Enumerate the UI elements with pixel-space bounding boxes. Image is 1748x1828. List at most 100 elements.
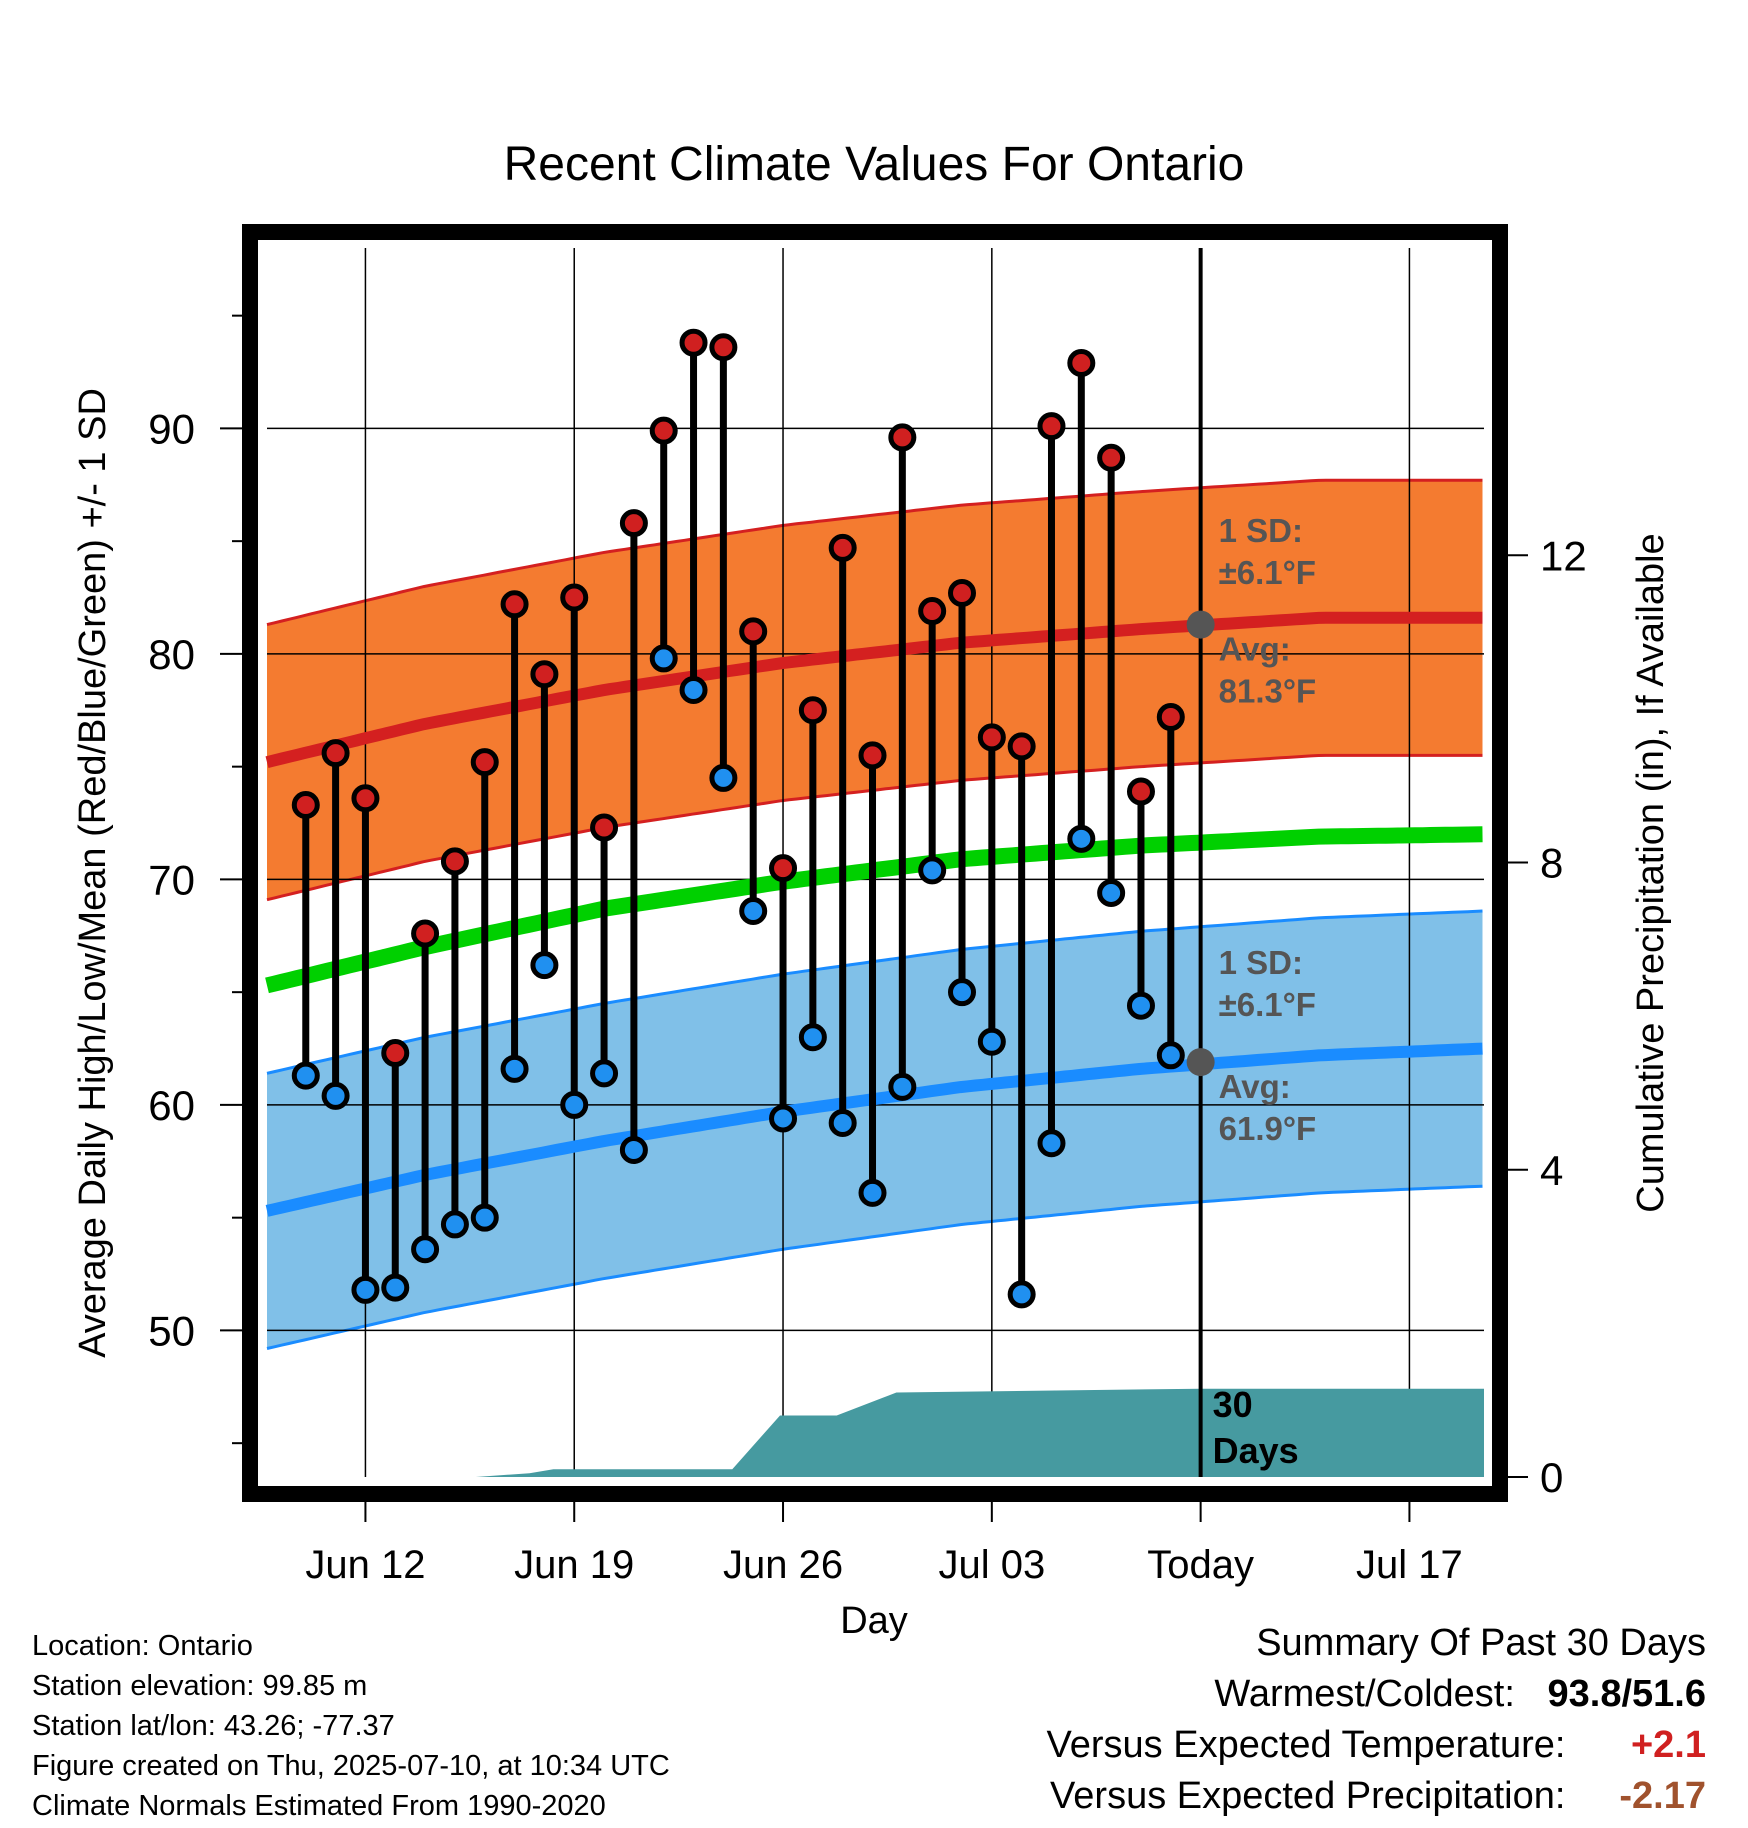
low-band-sd-value: ±6.1°F — [1219, 986, 1316, 1023]
daily-low-point — [769, 1104, 798, 1133]
daily-high-point — [798, 696, 827, 725]
daily-high-point — [381, 1039, 410, 1068]
daily-high-point — [1126, 777, 1155, 806]
created-text: Figure created on Thu, 2025-07-10, at 10… — [32, 1750, 670, 1782]
x-tick-label: Today — [1147, 1543, 1254, 1587]
y-tick-label: 60 — [148, 1082, 195, 1129]
daily-high-point — [351, 784, 380, 813]
warm-cold-label: Warmest/Coldest: — [1214, 1673, 1515, 1715]
x-tick-label: Jun 26 — [723, 1543, 843, 1587]
daily-low-point — [918, 856, 947, 885]
high-band-upper-edge — [266, 478, 1483, 627]
daily-high-point — [1097, 443, 1126, 472]
daily-low-point — [530, 951, 559, 980]
summary-precip: Versus Expected Precipitation: -2.17 — [1050, 1775, 1706, 1818]
daily-low-point — [560, 1090, 589, 1119]
x-axis-label: Day — [840, 1600, 908, 1642]
low-band-annotation: 1 SD: ±6.1°F Avg: 61.9°F — [1219, 944, 1317, 1147]
daily-high-point — [977, 723, 1006, 752]
daily-high-point — [1007, 732, 1036, 761]
latlon-text: Station lat/lon: 43.26; -77.37 — [32, 1710, 395, 1742]
days-window-label: 30 Days — [1213, 1384, 1299, 1471]
elevation-text: Station elevation: 99.85 m — [32, 1670, 368, 1702]
days-window-label-line: 30 — [1213, 1384, 1253, 1425]
y2-tick-label: 12 — [1540, 532, 1587, 579]
daily-low-point — [858, 1178, 887, 1207]
daily-high-point — [769, 854, 798, 883]
low-band-avg-value: 61.9°F — [1219, 1110, 1317, 1147]
x-tick-label: Jun 19 — [514, 1543, 634, 1587]
precip-area — [267, 1388, 1484, 1477]
high-band-today-marker — [1186, 610, 1215, 639]
daily-low-point — [1007, 1280, 1036, 1309]
y2-tick-label: 0 — [1540, 1454, 1563, 1501]
daily-high-point — [470, 748, 499, 777]
y2-tick-label: 8 — [1540, 840, 1563, 887]
summary-warm-cold: Warmest/Coldest: 93.8/51.6 — [1214, 1673, 1706, 1715]
summary-title: Summary Of Past 30 Days — [1256, 1622, 1706, 1664]
daily-high-point — [709, 333, 738, 362]
daily-high-point — [1037, 412, 1066, 441]
daily-low-point — [470, 1203, 499, 1232]
y-tick-label: 90 — [148, 405, 195, 452]
low-band-lower-edge — [266, 1184, 1483, 1350]
y2-axis-label: Cumulative Precipitation (in), If Availa… — [1630, 533, 1672, 1212]
high-band-avg-label: Avg: — [1219, 631, 1291, 668]
high-band-sd-label: 1 SD: — [1219, 512, 1303, 549]
daily-high-point — [590, 813, 619, 842]
daily-low-point — [1067, 824, 1096, 853]
daily-high-point — [291, 790, 320, 819]
warmest-value: 93.8 — [1547, 1673, 1622, 1715]
daily-high-point — [1156, 703, 1185, 732]
daily-high-point — [619, 509, 648, 538]
normals-text: Climate Normals Estimated From 1990-2020 — [32, 1790, 606, 1822]
high-band-annotation: 1 SD: ±6.1°F Avg: 81.3°F — [1219, 512, 1317, 710]
chart-title: Recent Climate Values For Ontario — [504, 138, 1245, 191]
daily-low-point — [321, 1081, 350, 1110]
high-band-avg-value: 81.3°F — [1219, 673, 1317, 710]
daily-high-point — [948, 579, 977, 608]
daily-low-point — [619, 1136, 648, 1165]
daily-low-point — [828, 1108, 857, 1137]
daily-low-point — [888, 1072, 917, 1101]
y-axis-label: Average Daily High/Low/Mean (Red/Blue/Gr… — [72, 388, 114, 1358]
high-band-sd-value: ±6.1°F — [1219, 554, 1316, 591]
daily-low-point — [948, 978, 977, 1007]
daily-high-point — [918, 597, 947, 626]
daily-high-point — [858, 741, 887, 770]
low-band-today-marker — [1186, 1048, 1215, 1077]
y-tick-label: 70 — [148, 856, 195, 903]
daily-low-point — [440, 1210, 469, 1239]
daily-low-point — [798, 1023, 827, 1052]
daily-low-point — [500, 1054, 529, 1083]
temp-label: Versus Expected Temperature: — [1046, 1724, 1566, 1766]
daily-low-point — [351, 1275, 380, 1304]
daily-low-point — [709, 763, 738, 792]
daily-low-point — [1097, 878, 1126, 907]
daily-high-point — [321, 739, 350, 768]
y2-tick-label: 4 — [1540, 1147, 1563, 1194]
daily-high-point — [828, 533, 857, 562]
daily-low-point — [649, 644, 678, 673]
x-tick-label: Jun 12 — [305, 1543, 425, 1587]
daily-high-point — [411, 919, 440, 948]
daily-high-point — [500, 590, 529, 619]
precip-label: Versus Expected Precipitation: — [1050, 1775, 1566, 1817]
daily-low-point — [411, 1235, 440, 1264]
precip-anomaly-value: -2.17 — [1619, 1775, 1706, 1817]
daily-low-point — [291, 1061, 320, 1090]
days-window-label-line: Days — [1213, 1430, 1299, 1471]
location-text: Location: Ontario — [32, 1630, 253, 1662]
coldest-value: 51.6 — [1632, 1673, 1706, 1715]
daily-low-point — [1037, 1129, 1066, 1158]
daily-high-point — [440, 847, 469, 876]
daily-high-point — [530, 660, 559, 689]
daily-high-point — [888, 423, 917, 452]
normal-high-line — [265, 611, 1483, 769]
daily-low-point — [590, 1059, 619, 1088]
low-band-avg-label: Avg: — [1219, 1068, 1291, 1105]
plot-frame — [242, 224, 1508, 1502]
y-tick-label: 50 — [148, 1307, 195, 1354]
daily-low-point — [381, 1273, 410, 1302]
